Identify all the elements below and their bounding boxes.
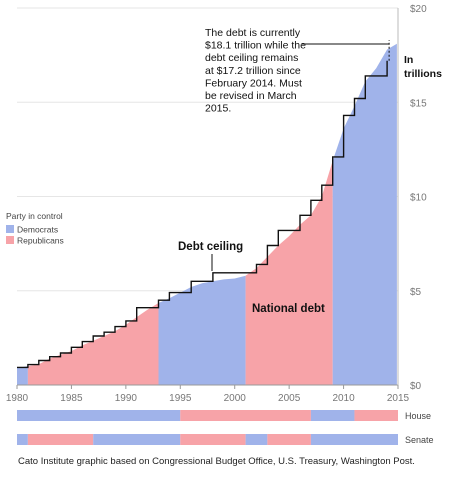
legend-title: Party in control xyxy=(6,211,63,221)
control-bar-label-house: House xyxy=(405,411,431,421)
y-tick-label: $15 xyxy=(410,98,427,109)
x-tick-label: 1980 xyxy=(6,393,29,404)
annotation-line: $18.1 trillion while the xyxy=(205,40,306,52)
legend-label-republicans: Republicans xyxy=(17,236,64,246)
axes: $0 $5 $10 $15 $20 1980 1985 1990 1995 2000 2005 201… xyxy=(6,4,427,404)
control-bar-segment-senate xyxy=(267,434,311,445)
debt-ceiling-line xyxy=(17,60,388,369)
control-bar-segment-house xyxy=(17,410,181,421)
y-unit-label-line1: In xyxy=(404,54,413,66)
source-note: Cato Institute graphic based on Congress… xyxy=(18,456,415,467)
control-bar-segment-senate xyxy=(180,434,246,445)
chart-labels: In trillions The debt is currently$18.1 tr… xyxy=(178,27,442,315)
control-bar-segment-house xyxy=(310,410,355,421)
debt-area-democrats xyxy=(17,366,28,385)
control-bars: House Senate xyxy=(17,410,434,445)
y-tick-label: $5 xyxy=(410,287,422,298)
control-bar-segment-senate xyxy=(310,434,398,445)
y-tick-label: $10 xyxy=(410,193,427,204)
control-bar-label-senate: Senate xyxy=(405,435,434,445)
y-tick-label: $0 xyxy=(410,381,422,392)
control-bar-segment-house xyxy=(354,410,398,421)
x-tick-label: 2005 xyxy=(278,393,301,404)
debt-ceiling-line-group xyxy=(17,40,390,369)
annotation-line: debt ceiling remains xyxy=(205,52,298,64)
debt-area-democrats xyxy=(332,43,397,386)
x-tick-label: 2010 xyxy=(332,393,355,404)
debt-area-republicans xyxy=(245,160,333,385)
legend-swatch-democrats xyxy=(6,225,14,233)
x-tick-label: 1995 xyxy=(169,393,192,404)
control-bar-segment-house xyxy=(180,410,311,421)
annotation-line: The debt is currently xyxy=(205,27,301,39)
debt-area-democrats xyxy=(158,275,246,385)
debt-area-republicans xyxy=(27,303,159,385)
annotation-line: February 2014. Must xyxy=(205,77,302,89)
annotation-line: be revised in March xyxy=(205,90,297,102)
national-debt-area xyxy=(17,43,397,386)
annotation-line: at $17.2 trillion since xyxy=(205,65,301,77)
x-tick-label: 1985 xyxy=(60,393,83,404)
annotation-line: 2015. xyxy=(205,103,231,115)
control-bar-segment-senate xyxy=(245,434,268,445)
legend-swatch-republicans xyxy=(6,236,14,244)
x-tick-label: 1990 xyxy=(115,393,138,404)
y-tick-label: $20 xyxy=(410,4,427,15)
x-tick-label: 2015 xyxy=(387,393,410,404)
national-debt-label: National debt xyxy=(252,303,325,315)
x-tick-label: 2000 xyxy=(224,393,247,404)
control-bar-segment-senate xyxy=(93,434,181,445)
y-unit-label-line2: trillions xyxy=(404,68,442,80)
debt-ceiling-label: Debt ceiling xyxy=(178,241,243,253)
control-bar-segment-senate xyxy=(27,434,94,445)
legend-label-democrats: Democrats xyxy=(17,225,58,235)
control-bar-segment-senate xyxy=(17,434,28,445)
